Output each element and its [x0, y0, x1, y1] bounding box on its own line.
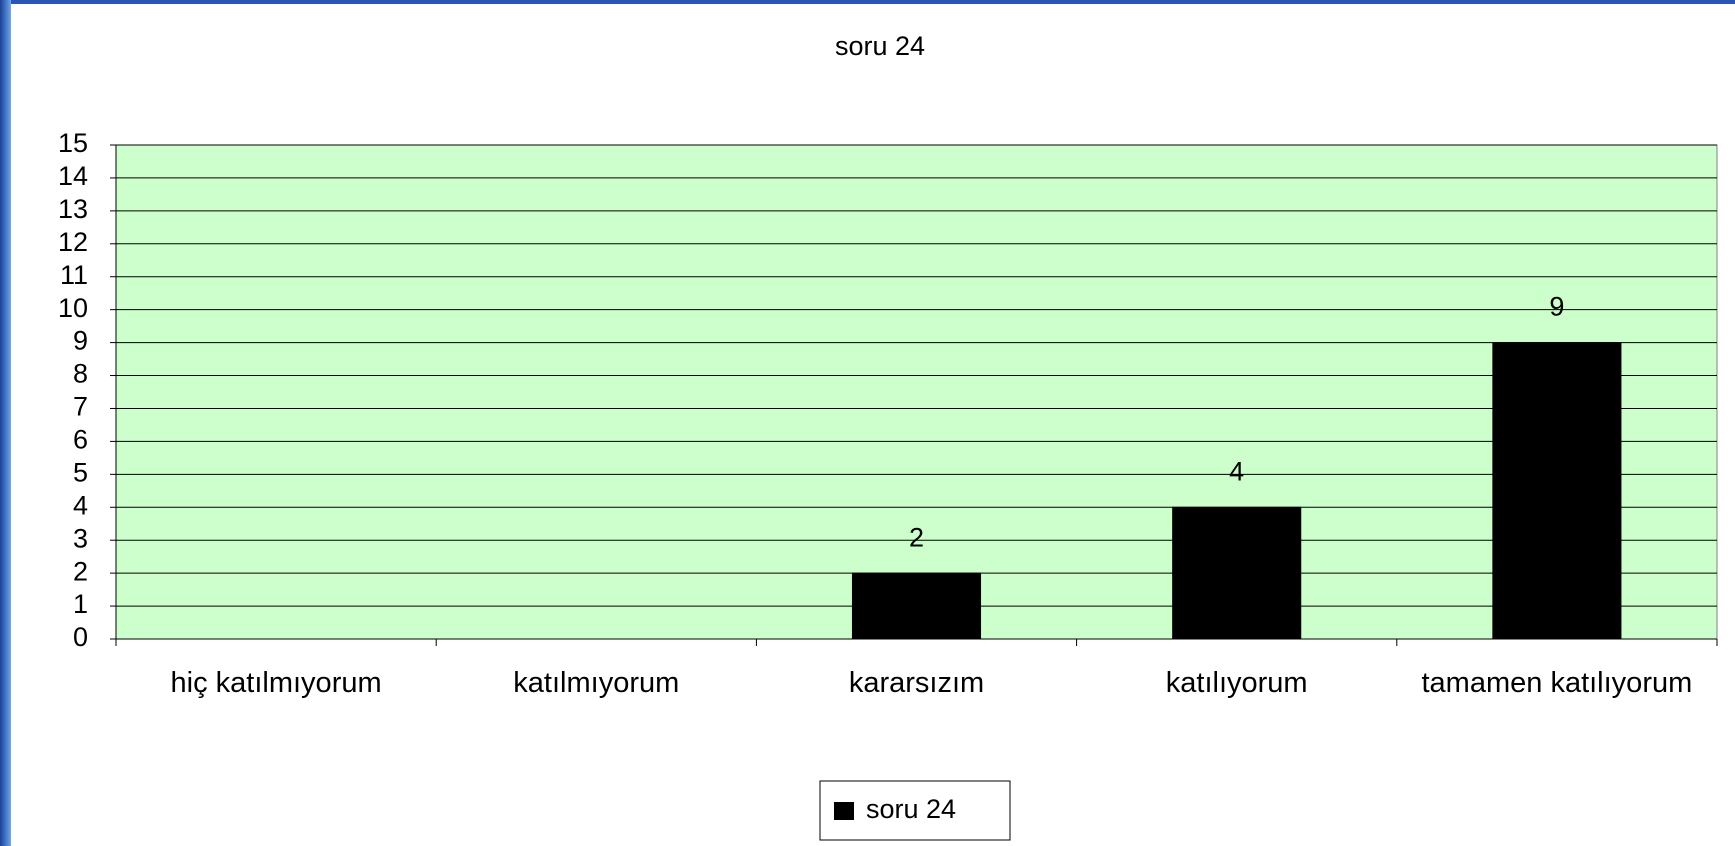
y-tick-label: 8 — [73, 359, 88, 389]
y-tick-label: 6 — [73, 425, 88, 455]
x-tick-label: katılmıyorum — [513, 667, 680, 699]
y-tick-label: 5 — [73, 457, 88, 487]
y-tick-label: 7 — [73, 392, 88, 422]
data-label: 2 — [909, 522, 924, 552]
x-tick-label: kararsızım — [848, 667, 985, 699]
legend-swatch — [834, 802, 854, 820]
y-tick-label: 13 — [58, 194, 88, 224]
y-tick-label: 12 — [58, 227, 88, 257]
x-tick-label: tamamen katılıyorum — [1421, 667, 1693, 699]
y-tick-label: 3 — [73, 523, 88, 553]
data-label: 4 — [1229, 456, 1244, 486]
y-tick-label: 11 — [60, 260, 88, 290]
y-tick-label: 4 — [73, 490, 88, 520]
bar — [851, 572, 982, 640]
y-tick-label: 10 — [58, 293, 88, 323]
y-tick-label: 15 — [58, 128, 88, 158]
bar — [1492, 342, 1622, 640]
y-tick-label: 0 — [73, 622, 88, 652]
legend-label: soru 24 — [866, 794, 956, 824]
frame-side — [0, 0, 11, 846]
plot-area — [115, 144, 1718, 640]
frame-top — [0, 0, 1735, 4]
x-tick-label: katılıyorum — [1165, 667, 1308, 699]
y-tick-label: 14 — [58, 161, 88, 191]
y-tick-label: 1 — [73, 589, 88, 619]
data-label: 9 — [1549, 292, 1564, 322]
y-tick-label: 2 — [73, 556, 88, 586]
y-tick-label: 9 — [73, 326, 88, 356]
chart-title: soru 24 — [835, 31, 925, 61]
bar — [1172, 506, 1302, 640]
x-tick-label: hiç katılmıyorum — [170, 667, 382, 699]
